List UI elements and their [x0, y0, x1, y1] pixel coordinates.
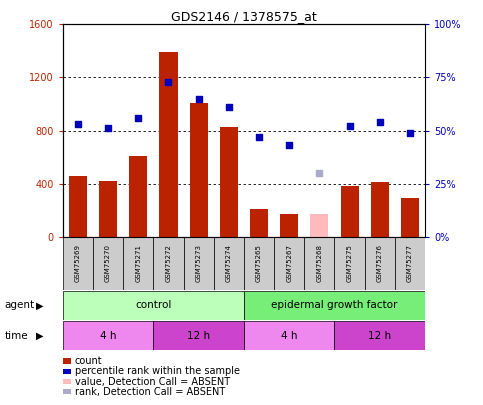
Text: GSM75274: GSM75274 [226, 244, 232, 282]
Bar [129, 156, 147, 237]
Text: time: time [5, 331, 28, 341]
Text: 4 h: 4 h [100, 331, 116, 341]
Bar [63, 291, 244, 320]
Text: ▶: ▶ [36, 331, 44, 341]
Text: GSM75273: GSM75273 [196, 244, 201, 282]
Point [406, 130, 414, 136]
Point [255, 134, 263, 140]
Text: ▶: ▶ [36, 301, 44, 310]
Bar [184, 237, 213, 290]
Bar [341, 186, 358, 237]
Bar [244, 237, 274, 290]
Text: GSM75272: GSM75272 [166, 244, 171, 282]
Bar [401, 198, 419, 237]
Bar [311, 214, 328, 237]
Bar [250, 209, 268, 237]
Bar [365, 237, 395, 290]
Point [346, 123, 354, 130]
Text: GSM75277: GSM75277 [407, 244, 413, 282]
Point [315, 170, 323, 177]
Bar [99, 181, 117, 237]
Text: value, Detection Call = ABSENT: value, Detection Call = ABSENT [75, 377, 230, 386]
Text: GSM75269: GSM75269 [75, 244, 81, 282]
Bar [304, 237, 334, 290]
Text: GSM75275: GSM75275 [347, 244, 353, 282]
Point [104, 125, 112, 132]
Bar [154, 237, 184, 290]
Point [195, 96, 202, 102]
Bar [63, 321, 154, 350]
Text: GSM75276: GSM75276 [377, 244, 383, 282]
Bar [244, 291, 425, 320]
Bar [154, 321, 244, 350]
Text: GSM75268: GSM75268 [316, 244, 322, 282]
Point [165, 79, 172, 85]
Title: GDS2146 / 1378575_at: GDS2146 / 1378575_at [171, 10, 317, 23]
Text: GSM75265: GSM75265 [256, 244, 262, 282]
Text: 4 h: 4 h [281, 331, 298, 341]
Point [134, 115, 142, 121]
Text: 12 h: 12 h [187, 331, 210, 341]
Bar [395, 237, 425, 290]
Bar [334, 237, 365, 290]
Text: control: control [135, 301, 171, 310]
Point [225, 104, 233, 111]
Bar [244, 321, 334, 350]
Bar [371, 182, 389, 237]
Text: 12 h: 12 h [368, 331, 391, 341]
Point [285, 142, 293, 149]
Text: GSM75267: GSM75267 [286, 244, 292, 282]
Bar [63, 237, 93, 290]
Point [376, 119, 384, 126]
Bar [159, 52, 178, 237]
Bar [220, 127, 238, 237]
Bar [280, 214, 298, 237]
Text: GSM75270: GSM75270 [105, 244, 111, 282]
Text: GSM75271: GSM75271 [135, 244, 141, 282]
Text: count: count [75, 356, 102, 366]
Text: rank, Detection Call = ABSENT: rank, Detection Call = ABSENT [75, 387, 225, 396]
Text: epidermal growth factor: epidermal growth factor [271, 301, 398, 310]
Bar [93, 237, 123, 290]
Text: percentile rank within the sample: percentile rank within the sample [75, 367, 240, 376]
Bar [123, 237, 154, 290]
Bar [274, 237, 304, 290]
Bar [334, 321, 425, 350]
Bar [69, 176, 87, 237]
Text: agent: agent [5, 301, 35, 310]
Point [74, 121, 82, 128]
Bar [213, 237, 244, 290]
Bar [189, 103, 208, 237]
